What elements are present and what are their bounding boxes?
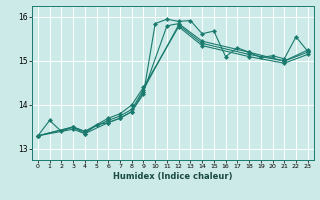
X-axis label: Humidex (Indice chaleur): Humidex (Indice chaleur) bbox=[113, 172, 233, 181]
